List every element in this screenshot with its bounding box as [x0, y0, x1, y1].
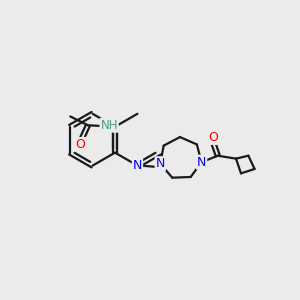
- Text: NH: NH: [100, 119, 118, 132]
- Text: O: O: [76, 138, 85, 151]
- Text: O: O: [208, 131, 218, 144]
- Text: N: N: [156, 157, 165, 170]
- Text: N: N: [197, 156, 206, 169]
- Text: N: N: [133, 159, 142, 172]
